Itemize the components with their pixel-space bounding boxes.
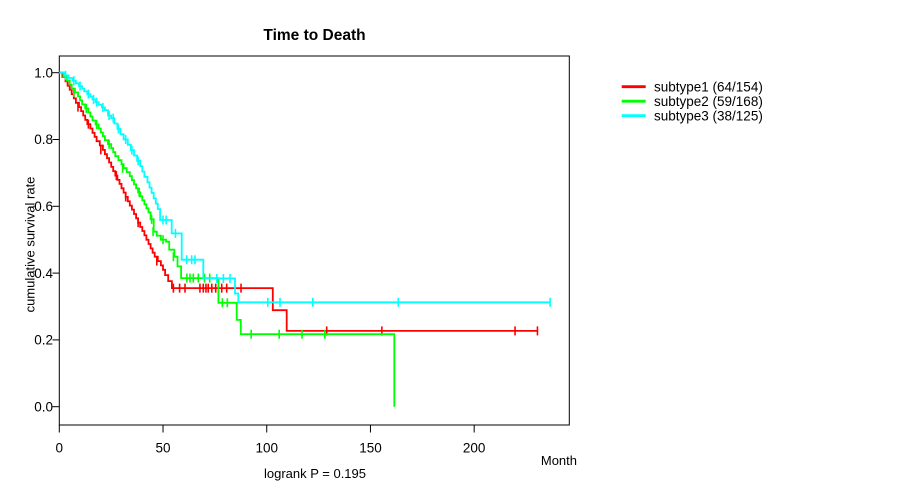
survival-curve-subtype2 <box>59 71 396 407</box>
x-tick-label: 200 <box>463 441 486 456</box>
legend-label-subtype2: subtype2 (59/168) <box>654 94 763 109</box>
y-tick-label: 0.4 <box>34 266 53 281</box>
survival-curve-subtype1 <box>59 71 538 332</box>
legend-label-subtype3: subtype3 (38/125) <box>654 109 763 124</box>
legend-label-subtype1: subtype1 (64/154) <box>654 80 763 95</box>
x-tick-label: 100 <box>255 441 278 456</box>
survival-curve-subtype3 <box>59 71 551 304</box>
y-tick-label: 0.6 <box>34 199 53 214</box>
y-tick-label: 1.0 <box>34 65 53 80</box>
y-tick-label: 0.0 <box>34 399 53 414</box>
chart-title: Time to Death <box>263 27 366 44</box>
x-tick-label: 150 <box>359 441 382 456</box>
logrank-annotation: logrank P = 0.195 <box>263 466 367 481</box>
x-axis-title: Month <box>540 453 577 468</box>
plot-box <box>58 55 570 426</box>
y-tick-label: 0.2 <box>34 333 53 348</box>
y-tick-label: 0.8 <box>34 132 53 147</box>
x-tick-label: 50 <box>156 441 171 456</box>
x-tick-label: 0 <box>56 441 64 456</box>
